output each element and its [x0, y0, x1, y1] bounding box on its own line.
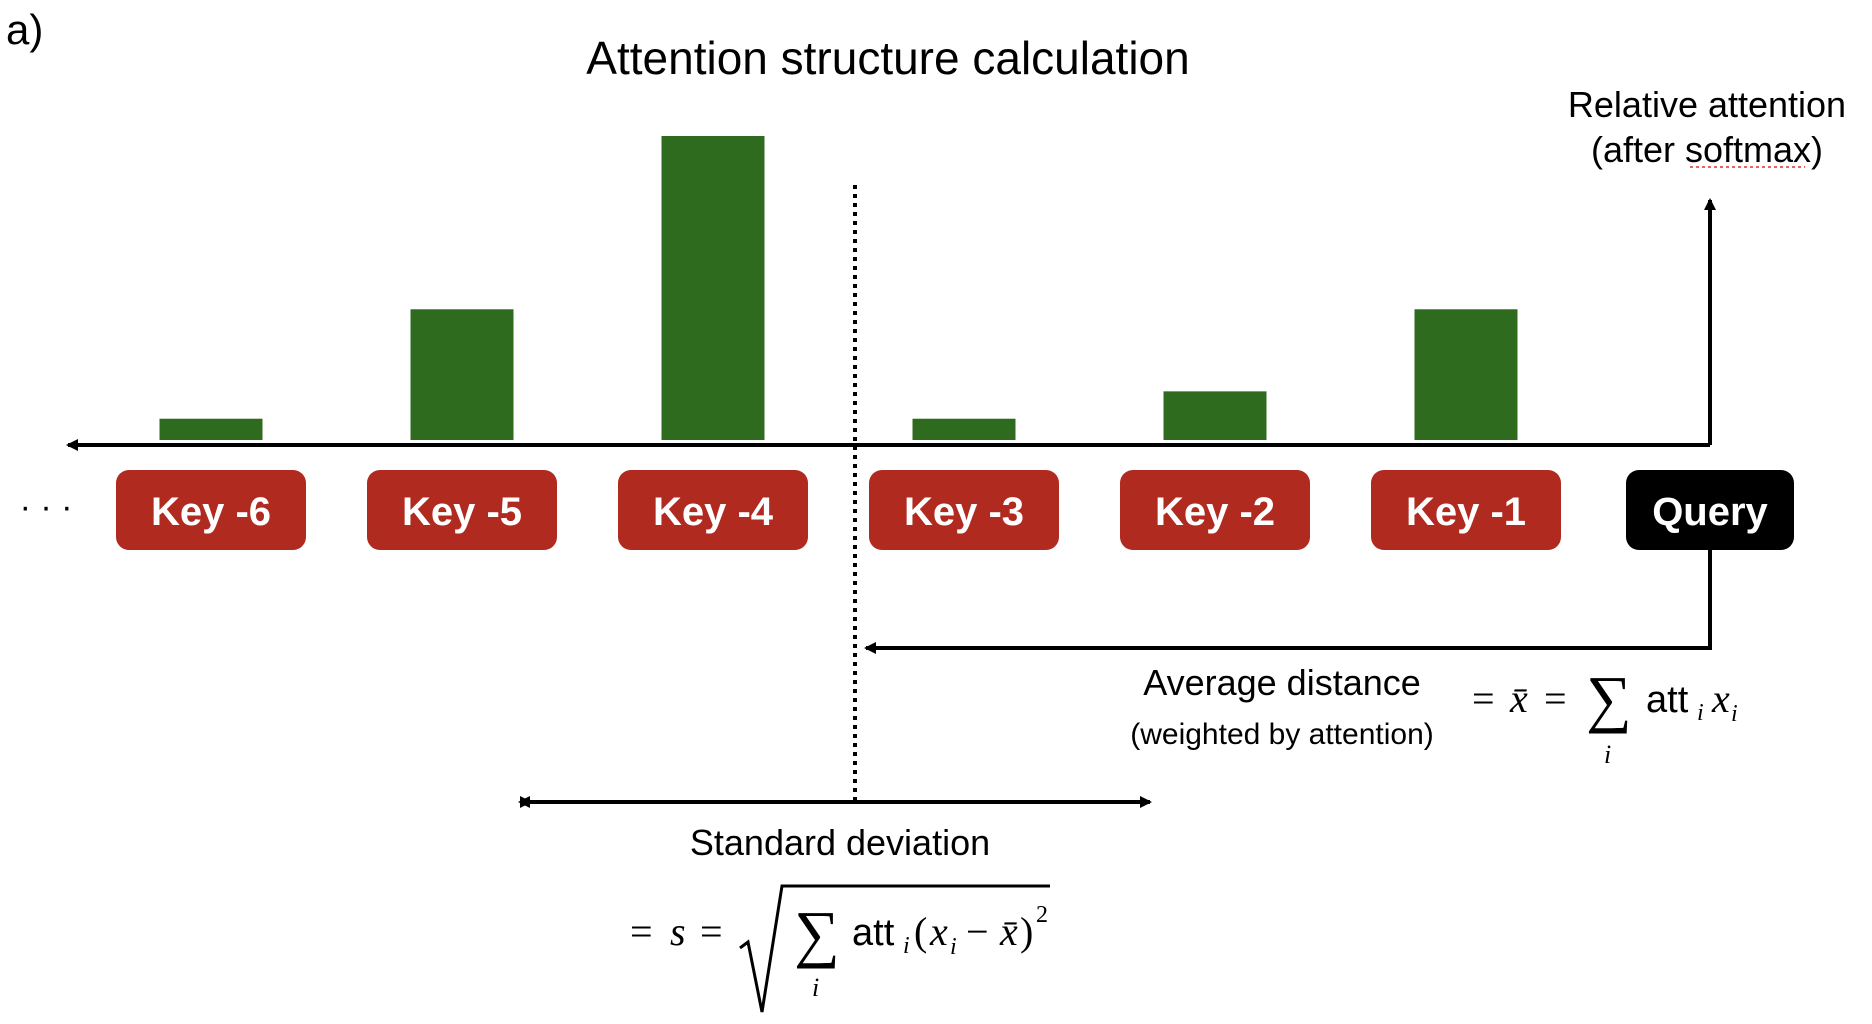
sd-s: s — [670, 909, 686, 954]
sd-att: att — [852, 912, 895, 954]
query-box — [1626, 470, 1794, 550]
diagram-title: Attention structure calculation — [586, 32, 1189, 84]
attention-bar — [1163, 391, 1267, 440]
avg-x-sub: i — [1731, 701, 1738, 727]
sd-open: ( — [914, 909, 927, 954]
key-box — [116, 470, 306, 550]
avg-att-sub: i — [1697, 700, 1704, 726]
key-box — [618, 470, 808, 550]
key-label: Key -3 — [904, 490, 1024, 534]
key-box — [1371, 470, 1561, 550]
key-box — [869, 470, 1059, 550]
key-label: Key -6 — [151, 490, 271, 534]
attention-bar — [159, 418, 263, 440]
attention-bar — [912, 418, 1016, 440]
y-axis-label-line1: Relative attention — [1568, 84, 1846, 125]
sd-eq2: = — [700, 909, 723, 954]
sd-att-sub: i — [903, 933, 910, 959]
sd-sum-sub: i — [812, 973, 819, 1002]
average-distance-formula: = x̄ = ∑ i att i x i — [1472, 663, 1738, 769]
sqrt-sign — [739, 884, 1050, 1013]
key-label: Key -2 — [1155, 490, 1275, 534]
key-box — [367, 470, 557, 550]
y-axis-label-line2: (after softmax) — [1591, 129, 1823, 170]
sd-x-sub: i — [950, 934, 957, 960]
standard-deviation-formula: = s = ∑ i att i ( x i − x̄ ) 2 — [630, 884, 1050, 1013]
key-label: Key -4 — [653, 490, 774, 534]
key-boxes: Key -6 Key -5 Key -4 Key -3 Key -2 Key -1 — [116, 470, 1561, 550]
key-box — [1120, 470, 1310, 550]
attention-bar — [661, 136, 765, 440]
key-label: Key -5 — [402, 490, 522, 534]
standard-deviation-label: Standard deviation — [690, 822, 990, 863]
attention-bar — [1414, 309, 1518, 440]
sd-xbar: x̄ — [999, 909, 1018, 954]
panel-label: a) — [6, 6, 43, 53]
avg-xbar: x̄ — [1509, 676, 1528, 721]
average-distance-arrow — [864, 550, 1712, 654]
avg-att: att — [1646, 679, 1689, 721]
attention-bar — [410, 309, 514, 440]
average-distance-label: Average distance — [1143, 662, 1421, 703]
sd-eq: = — [630, 909, 653, 954]
avg-eq2: = — [1544, 676, 1567, 721]
sd-minus: − — [966, 909, 989, 954]
avg-x: x — [1711, 676, 1730, 721]
sd-sum: ∑ — [794, 898, 840, 969]
sd-close: ) — [1020, 909, 1033, 954]
ellipsis: · · · — [20, 488, 73, 526]
average-distance-sublabel: (weighted by attention) — [1130, 718, 1434, 751]
sd-sup: 2 — [1036, 902, 1048, 928]
sd-x: x — [929, 909, 948, 954]
key-label: Key -1 — [1406, 490, 1526, 534]
avg-sum-sub: i — [1604, 740, 1611, 769]
query-label: Query — [1652, 490, 1768, 534]
attention-bars — [159, 136, 1518, 440]
avg-eq: = — [1472, 676, 1495, 721]
avg-sum: ∑ — [1586, 663, 1632, 734]
